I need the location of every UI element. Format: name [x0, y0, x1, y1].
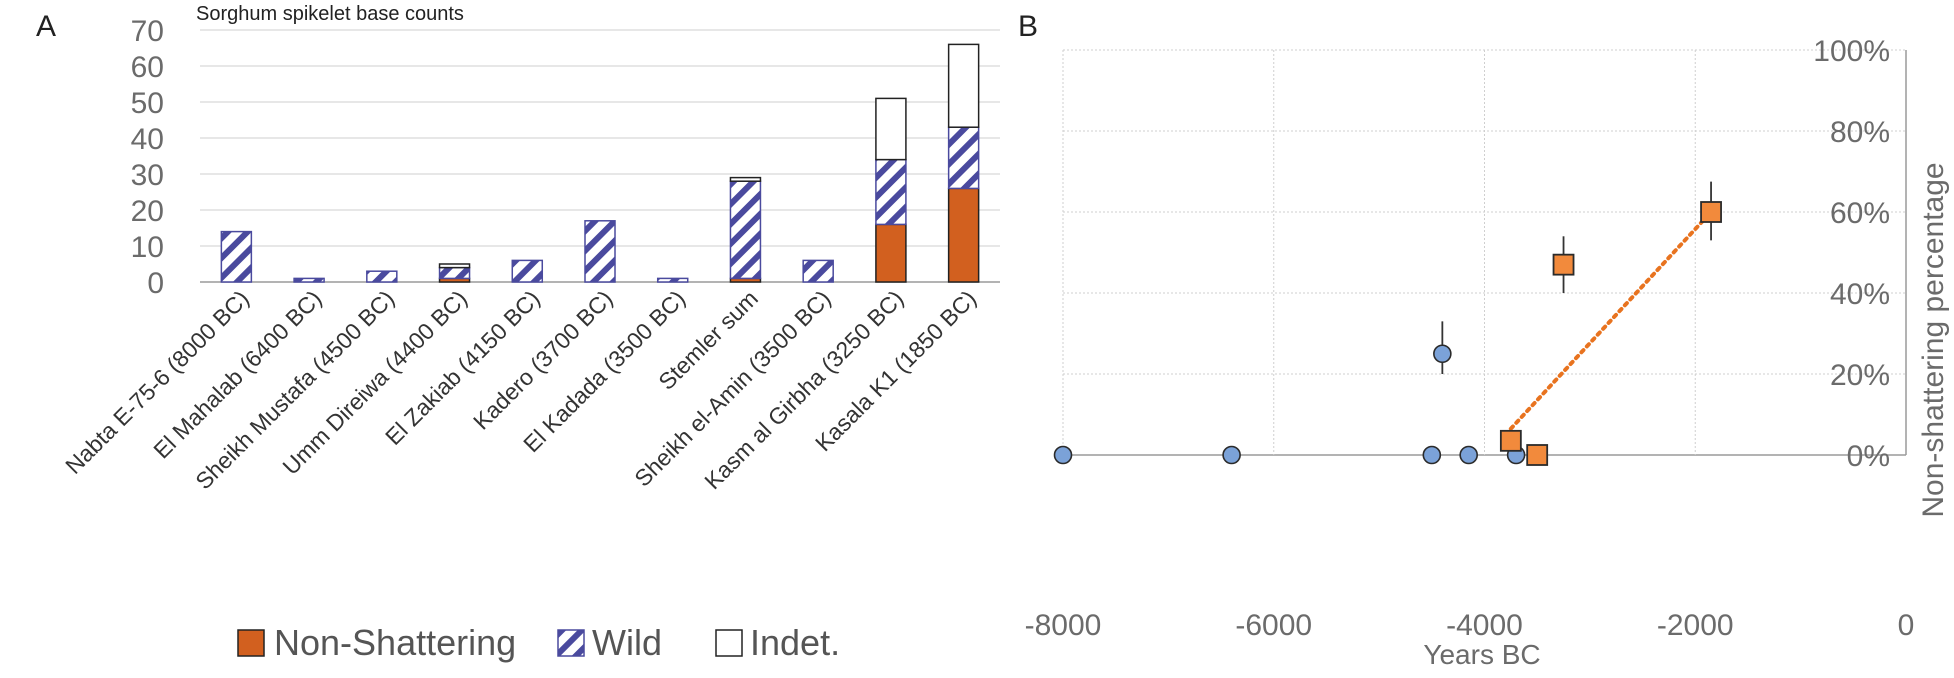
- y-tick-label-40: 40%: [1830, 278, 1890, 311]
- bar-wild-6: [656, 277, 689, 283]
- bar-wild-3: [438, 266, 471, 280]
- point-circle-3: [1433, 344, 1452, 364]
- bar-chart-x-tick-labels: Nabta E-75-6 (8000 BC)El Mahalab (6400 B…: [60, 285, 981, 494]
- point-circle-0: [1053, 445, 1073, 465]
- bar-chart-title: Sorghum spikelet base counts: [196, 3, 464, 25]
- bar-wild-0: [220, 230, 253, 283]
- y-tick-label-40: 40: [131, 123, 164, 156]
- trendline-segment: [1508, 210, 1714, 431]
- bar-indet-3: [438, 263, 471, 269]
- scatter-chart-error-bars: [1441, 181, 1712, 374]
- bar-chart-legend: Non-Shattering Wild Indet.: [237, 622, 840, 663]
- x-tick-label-0: 0: [1898, 609, 1915, 642]
- point-square-2: [1552, 253, 1575, 276]
- x-tick-label-8000: -8000: [1025, 609, 1102, 642]
- scatter-chart-panel: 0% 20% 40% 60% 80% 100% -8000 -6000 -4000 -2000 0…: [1025, 35, 1950, 670]
- point-square-1: [1526, 444, 1549, 466]
- legend-label-indet: Indet.: [750, 622, 840, 663]
- scatter-chart-x-axis-label: Years BC: [1423, 639, 1540, 670]
- y-tick-label-0: 0%: [1847, 440, 1890, 473]
- y-tick-label-10: 10: [131, 231, 164, 264]
- bar-chart-gridlines: [200, 29, 1000, 283]
- point-circle-1: [1222, 445, 1241, 465]
- bar-wild-2: [366, 270, 398, 283]
- y-tick-label-70: 70: [131, 15, 164, 48]
- bar-wild-8: [802, 259, 834, 283]
- panel-a-letter: A: [36, 10, 56, 43]
- y-tick-label-0: 0: [147, 267, 164, 300]
- x-tick-label-2000: -2000: [1657, 609, 1734, 642]
- bar-chart-bars: [220, 43, 980, 283]
- point-square-3: [1700, 201, 1722, 223]
- scatter-chart-trendline: [1508, 210, 1714, 431]
- x-tick-label-6000: -6000: [1235, 609, 1312, 642]
- point-square-0: [1499, 429, 1522, 452]
- y-tick-label-30: 30: [131, 159, 164, 192]
- scatter-chart-gridlines: [1062, 49, 1907, 456]
- point-circle-2: [1422, 445, 1442, 465]
- bar-indet-9: [875, 97, 907, 161]
- y-tick-label-80: 80%: [1830, 116, 1890, 149]
- legend-swatch-wild: [557, 629, 585, 657]
- bar-wild-10: [947, 126, 980, 190]
- scatter-chart-points: [1053, 201, 1722, 466]
- x-tick-label-5: Kadero (3700 BC): [468, 285, 617, 434]
- panel-b-letter: B: [1018, 10, 1038, 43]
- bar-non-shattering-10: [947, 187, 980, 283]
- bar-indet-10: [947, 43, 980, 128]
- bar-wild-7: [729, 180, 762, 280]
- x-tick-label-4000: -4000: [1446, 609, 1523, 642]
- y-tick-label-20: 20: [131, 195, 164, 228]
- legend-swatch-non-shattering: [237, 629, 265, 657]
- y-tick-label-60: 60: [131, 51, 164, 84]
- y-tick-label-60: 60%: [1830, 197, 1890, 230]
- y-tick-label-20: 20%: [1830, 359, 1890, 392]
- legend-label-wild: Wild: [592, 622, 662, 663]
- bar-wild-5: [584, 220, 616, 283]
- legend-swatch-indet: [715, 629, 743, 657]
- point-circle-4: [1459, 445, 1478, 465]
- scatter-chart-y-axis-label: Non-shattering percentage: [1917, 162, 1950, 517]
- bar-non-shattering-9: [875, 223, 907, 283]
- bar-chart-panel: Sorghum spikelet base counts 01020304050…: [60, 3, 1000, 663]
- legend-label-non-shattering: Non-Shattering: [274, 622, 516, 663]
- scatter-chart-x-tick-labels: -8000 -6000 -4000 -2000 0: [1025, 609, 1915, 642]
- bar-wild-9: [875, 158, 907, 226]
- y-tick-label-100: 100%: [1813, 35, 1890, 68]
- bar-indet-7: [729, 176, 762, 182]
- scatter-chart-y-tick-labels: 0% 20% 40% 60% 80% 100%: [1813, 35, 1890, 473]
- y-tick-label-50: 50: [131, 87, 164, 120]
- bar-wild-4: [511, 259, 544, 283]
- bar-wild-1: [293, 277, 325, 283]
